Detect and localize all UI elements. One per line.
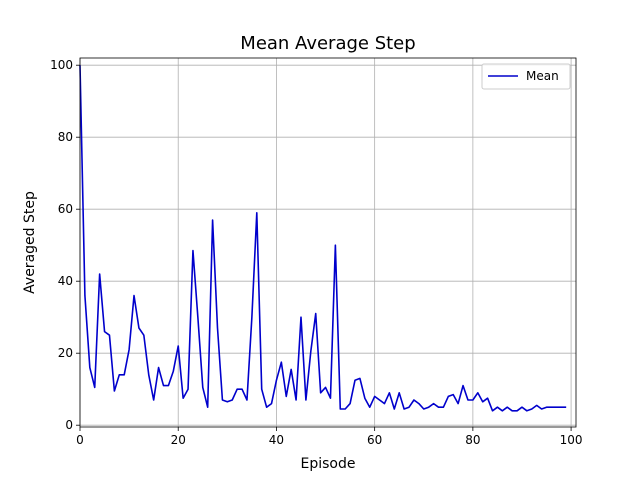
x-tick-label: 20	[171, 433, 186, 447]
x-tick-label: 40	[269, 433, 284, 447]
x-tick-label: 80	[465, 433, 480, 447]
legend-box	[481, 63, 571, 90]
x-axis-ticks: 0 20 40 60 80 100	[76, 427, 583, 447]
y-tick-label: 100	[50, 58, 73, 72]
y-tick-label: 20	[58, 346, 73, 360]
y-axis-ticks: 0 20 40 60 80 100	[50, 58, 80, 432]
x-axis-label: Episode	[301, 456, 356, 472]
x-tick-label: 100	[560, 433, 583, 447]
legend: Mean	[481, 63, 571, 90]
y-tick-label: 60	[58, 202, 73, 216]
y-tick-label: 40	[58, 274, 73, 288]
plot-frame	[79, 57, 577, 428]
x-tick-label: 60	[367, 433, 382, 447]
y-tick-label: 0	[65, 418, 73, 432]
chart-title: Mean Average Step	[240, 33, 415, 54]
series-line-mean	[79, 65, 567, 412]
series-layer	[79, 65, 567, 412]
grid-lines	[79, 58, 576, 427]
legend-label: Mean	[526, 69, 559, 83]
y-tick-label: 80	[58, 130, 73, 144]
y-axis-label: Averaged Step	[22, 191, 38, 294]
x-tick-label: 0	[76, 433, 84, 447]
